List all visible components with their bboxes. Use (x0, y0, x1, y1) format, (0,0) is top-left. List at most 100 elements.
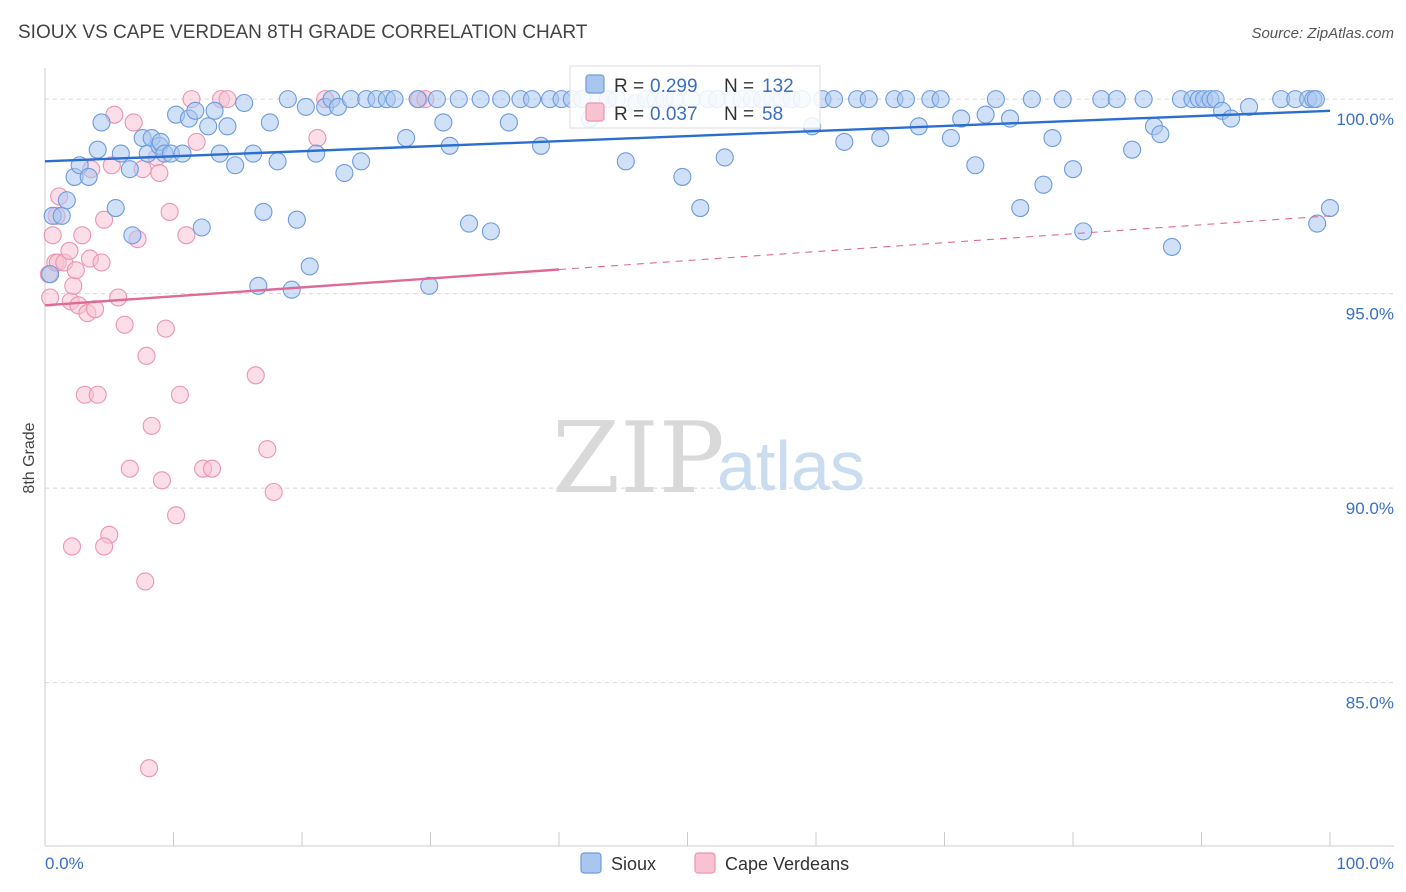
bottom-legend-swatch-cape-verdeans (694, 852, 716, 874)
sioux-point (1034, 175, 1053, 194)
sioux-point (287, 210, 306, 229)
sioux-point (307, 144, 326, 163)
sioux-point (268, 152, 287, 171)
cape-verdeans-point (177, 226, 196, 245)
cape-verdeans-point (137, 346, 156, 365)
sioux-point (896, 90, 916, 109)
sioux-point (691, 198, 710, 218)
cape-verdeans-point (92, 253, 111, 272)
bottom-legend-swatch-sioux (580, 852, 602, 874)
sioux-point (1092, 90, 1111, 109)
sioux-point (434, 113, 453, 132)
chart-title: SIOUX VS CAPE VERDEAN 8TH GRADE CORRELAT… (18, 22, 588, 43)
sioux-point (218, 117, 237, 136)
sioux-point (1134, 90, 1153, 109)
cape-verdeans-point (246, 366, 265, 385)
sioux-point (1308, 214, 1327, 233)
y-tick-label: 95.0% (1346, 305, 1394, 324)
y-tick-label: 85.0% (1346, 694, 1394, 713)
sioux-point (471, 90, 490, 109)
sioux-point (296, 97, 315, 116)
sioux-point (966, 156, 985, 175)
sioux-point (205, 101, 224, 120)
legend-r-label-sioux: R = (614, 76, 644, 97)
sioux-point (1320, 198, 1340, 218)
sioux-point (1306, 90, 1325, 109)
bottom-legend-label-sioux: Sioux (611, 854, 656, 874)
sioux-point (1053, 90, 1072, 109)
cape-verdeans-point (140, 759, 159, 778)
sioux-point (1074, 222, 1093, 241)
sioux-point (226, 156, 245, 175)
cape-verdeans-point (88, 385, 107, 404)
cape-verdeans-point (160, 202, 179, 221)
cape-verdeans-point (124, 113, 143, 132)
cape-verdeans-point (187, 132, 206, 151)
sioux-point (976, 105, 995, 124)
sioux-point (1063, 160, 1083, 179)
sioux-point (88, 140, 107, 159)
sioux-point (120, 160, 139, 179)
cape-verdeans-point (152, 471, 171, 490)
legend-frame (569, 65, 821, 129)
legend-r-value-cape-verdeans: 0.037 (650, 104, 698, 125)
sioux-point (278, 90, 297, 109)
sioux-point (522, 90, 542, 109)
watermark: ZIP atlas (552, 402, 865, 516)
sioux-point (408, 90, 427, 109)
bottom-legend-label-cape-verdeans: Cape Verdeans (725, 854, 849, 874)
sioux-point (715, 148, 734, 167)
sioux-point (1011, 198, 1030, 218)
sioux-point (260, 113, 279, 132)
sioux-point (531, 136, 551, 155)
sioux-point (341, 90, 360, 109)
sioux-point (492, 90, 511, 109)
cape-verdeans-point (109, 288, 128, 307)
legend-n-label-sioux: N = (724, 76, 754, 97)
cape-verdeans-point (218, 90, 237, 109)
x-tick-label-max: 100.0% (1336, 854, 1394, 873)
x-tick-label-min: 0.0% (45, 854, 84, 873)
watermark-zip: ZIP (552, 402, 725, 516)
cape-verdeans-point (170, 385, 189, 404)
cape-verdeans-point (66, 261, 85, 280)
sioux-point (335, 163, 354, 183)
sioux-point (41, 265, 60, 284)
cape-verdeans-point (95, 210, 114, 229)
legend-swatch-cape-verdeans (585, 102, 605, 122)
sioux-point (352, 152, 371, 171)
cape-verdeans-point (264, 482, 283, 502)
cape-verdeans-point (203, 459, 222, 478)
cape-verdeans-point (60, 241, 79, 260)
sioux-point (835, 132, 854, 151)
y-axis-label: 8th Grade (21, 422, 38, 493)
sioux-point (952, 109, 971, 128)
cape-verdeans-point (95, 537, 114, 556)
cape-verdeans-point (308, 128, 327, 148)
sioux-point (186, 101, 205, 120)
sioux-point (123, 226, 142, 245)
cape-verdeans-point (120, 459, 139, 478)
sioux-point (79, 167, 98, 186)
sioux-point (824, 90, 844, 109)
sioux-point (1043, 128, 1062, 148)
cape-verdeans-trend-line-extrapolated (558, 215, 1331, 271)
cape-verdeans-point (62, 537, 82, 556)
sioux-point (1151, 125, 1170, 144)
sioux-point (173, 144, 192, 163)
sioux-point (1123, 140, 1142, 159)
y-tick-label: 100.0% (1336, 110, 1394, 129)
y-tick-label: 90.0% (1346, 499, 1394, 518)
sioux-point (1222, 109, 1241, 128)
cape-verdeans-point (73, 226, 92, 245)
sioux-point (199, 117, 218, 136)
cape-verdeans-point (167, 506, 186, 525)
legend-swatch-sioux (585, 74, 605, 94)
legend-n-value-cape-verdeans: 58 (762, 104, 783, 125)
cape-verdeans-point (136, 572, 155, 591)
sioux-point (481, 222, 500, 241)
sioux-point (52, 206, 71, 225)
sioux-point (254, 202, 273, 221)
sioux-points (41, 90, 1340, 299)
sioux-point (106, 198, 125, 218)
